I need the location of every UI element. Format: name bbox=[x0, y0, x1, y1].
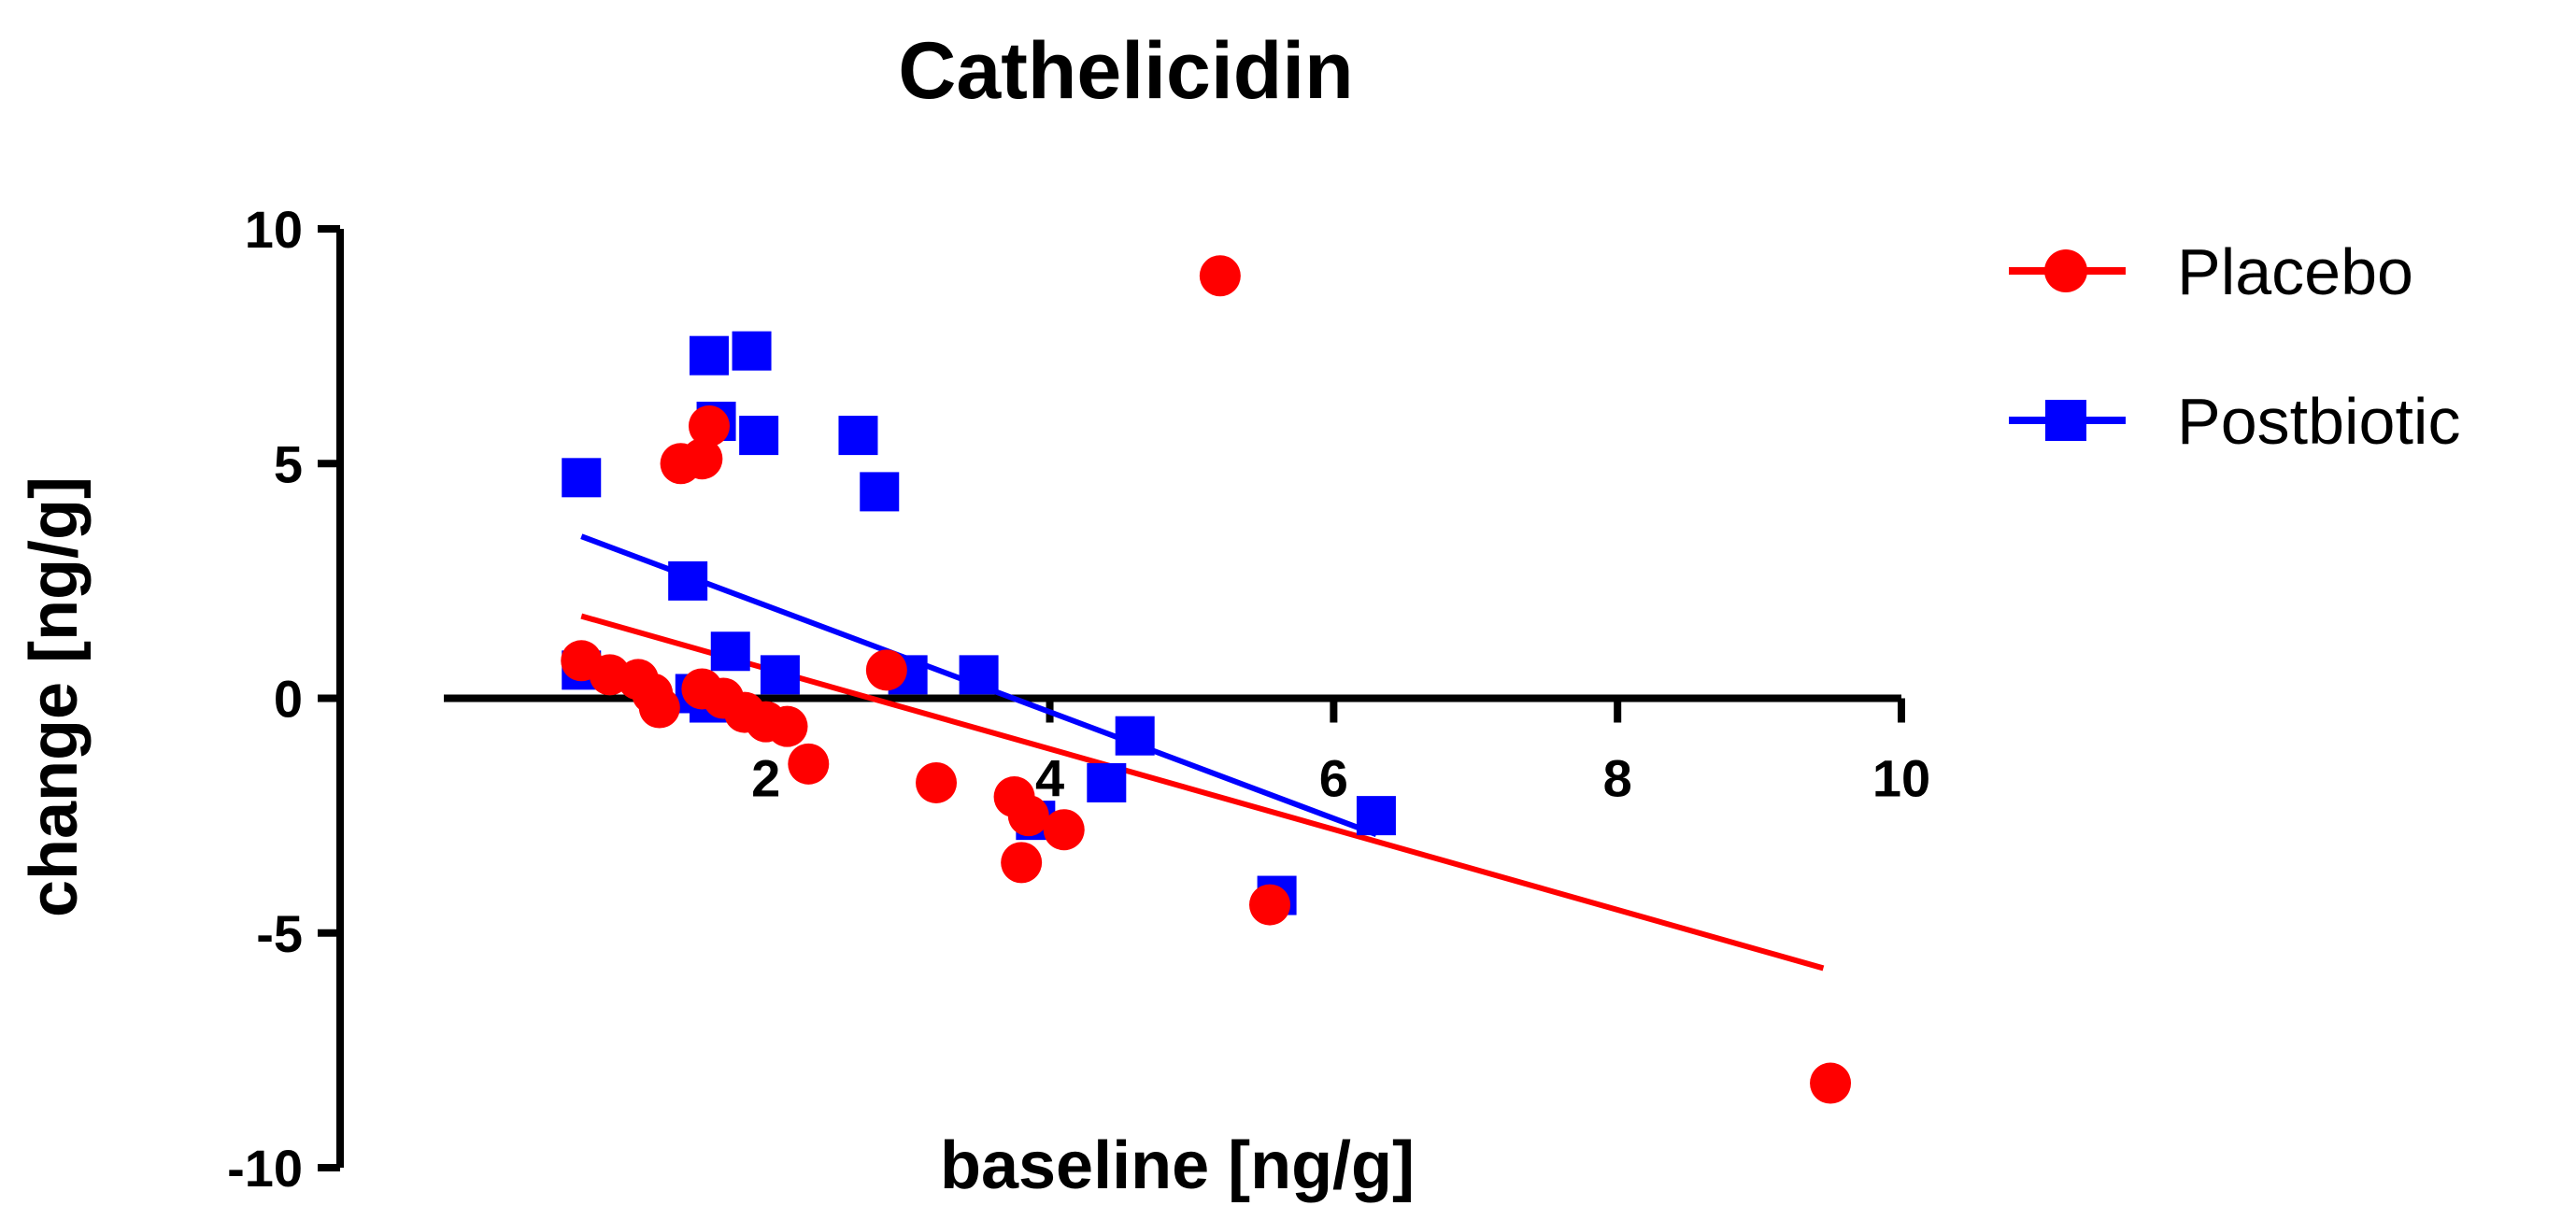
point-postbiotic bbox=[732, 331, 772, 371]
point-postbiotic bbox=[1356, 796, 1396, 836]
point-postbiotic bbox=[689, 335, 729, 376]
point-placebo bbox=[688, 405, 730, 447]
point-placebo bbox=[865, 649, 907, 691]
y-tick-label: -10 bbox=[227, 1139, 303, 1198]
x-tick-label: 2 bbox=[751, 749, 780, 808]
point-placebo bbox=[1007, 795, 1049, 837]
point-placebo bbox=[766, 705, 808, 747]
y-tick-label: 0 bbox=[274, 670, 303, 729]
point-postbiotic bbox=[739, 416, 779, 456]
legend-label: Placebo bbox=[2177, 235, 2413, 308]
x-tick-label: 8 bbox=[1603, 749, 1632, 808]
point-postbiotic bbox=[860, 472, 900, 512]
data-points bbox=[561, 255, 1852, 1104]
point-postbiotic bbox=[959, 655, 999, 695]
y-tick-label: 5 bbox=[274, 434, 303, 493]
legend-item-postbiotic: Postbiotic bbox=[2009, 385, 2460, 458]
point-placebo bbox=[1199, 255, 1241, 297]
point-placebo bbox=[1043, 809, 1085, 851]
point-postbiotic bbox=[562, 458, 602, 498]
x-axis-label: baseline [ng/g] bbox=[940, 1128, 1415, 1203]
point-placebo bbox=[916, 761, 958, 803]
axes: 10 5 0 -5 -10 2 4 6 8 10 bbox=[227, 200, 1930, 1198]
legend: Placebo Postbiotic bbox=[2009, 235, 2460, 458]
point-placebo bbox=[788, 743, 830, 785]
point-postbiotic bbox=[668, 560, 708, 601]
y-tick-label: 10 bbox=[245, 200, 303, 259]
point-postbiotic bbox=[1087, 762, 1127, 802]
legend-label: Postbiotic bbox=[2177, 385, 2460, 458]
legend-square-marker bbox=[2045, 400, 2086, 441]
point-postbiotic bbox=[1115, 716, 1155, 756]
point-placebo bbox=[1001, 842, 1043, 884]
legend-circle-marker bbox=[2044, 249, 2087, 292]
x-tick-label: 10 bbox=[1872, 749, 1930, 808]
point-postbiotic bbox=[760, 655, 800, 695]
point-postbiotic bbox=[710, 631, 750, 672]
y-tick-label: -5 bbox=[256, 904, 303, 963]
point-postbiotic bbox=[838, 416, 878, 456]
chart-title: Cathelicidin bbox=[898, 26, 1353, 116]
y-axis-label: change [ng/g] bbox=[17, 476, 92, 917]
point-placebo bbox=[1810, 1062, 1852, 1104]
point-placebo bbox=[638, 687, 680, 729]
point-placebo bbox=[1249, 884, 1291, 926]
x-tick-label: 6 bbox=[1319, 749, 1348, 808]
legend-item-placebo: Placebo bbox=[2009, 235, 2413, 308]
point-placebo bbox=[681, 438, 723, 480]
x-tick-label: 4 bbox=[1035, 749, 1064, 808]
